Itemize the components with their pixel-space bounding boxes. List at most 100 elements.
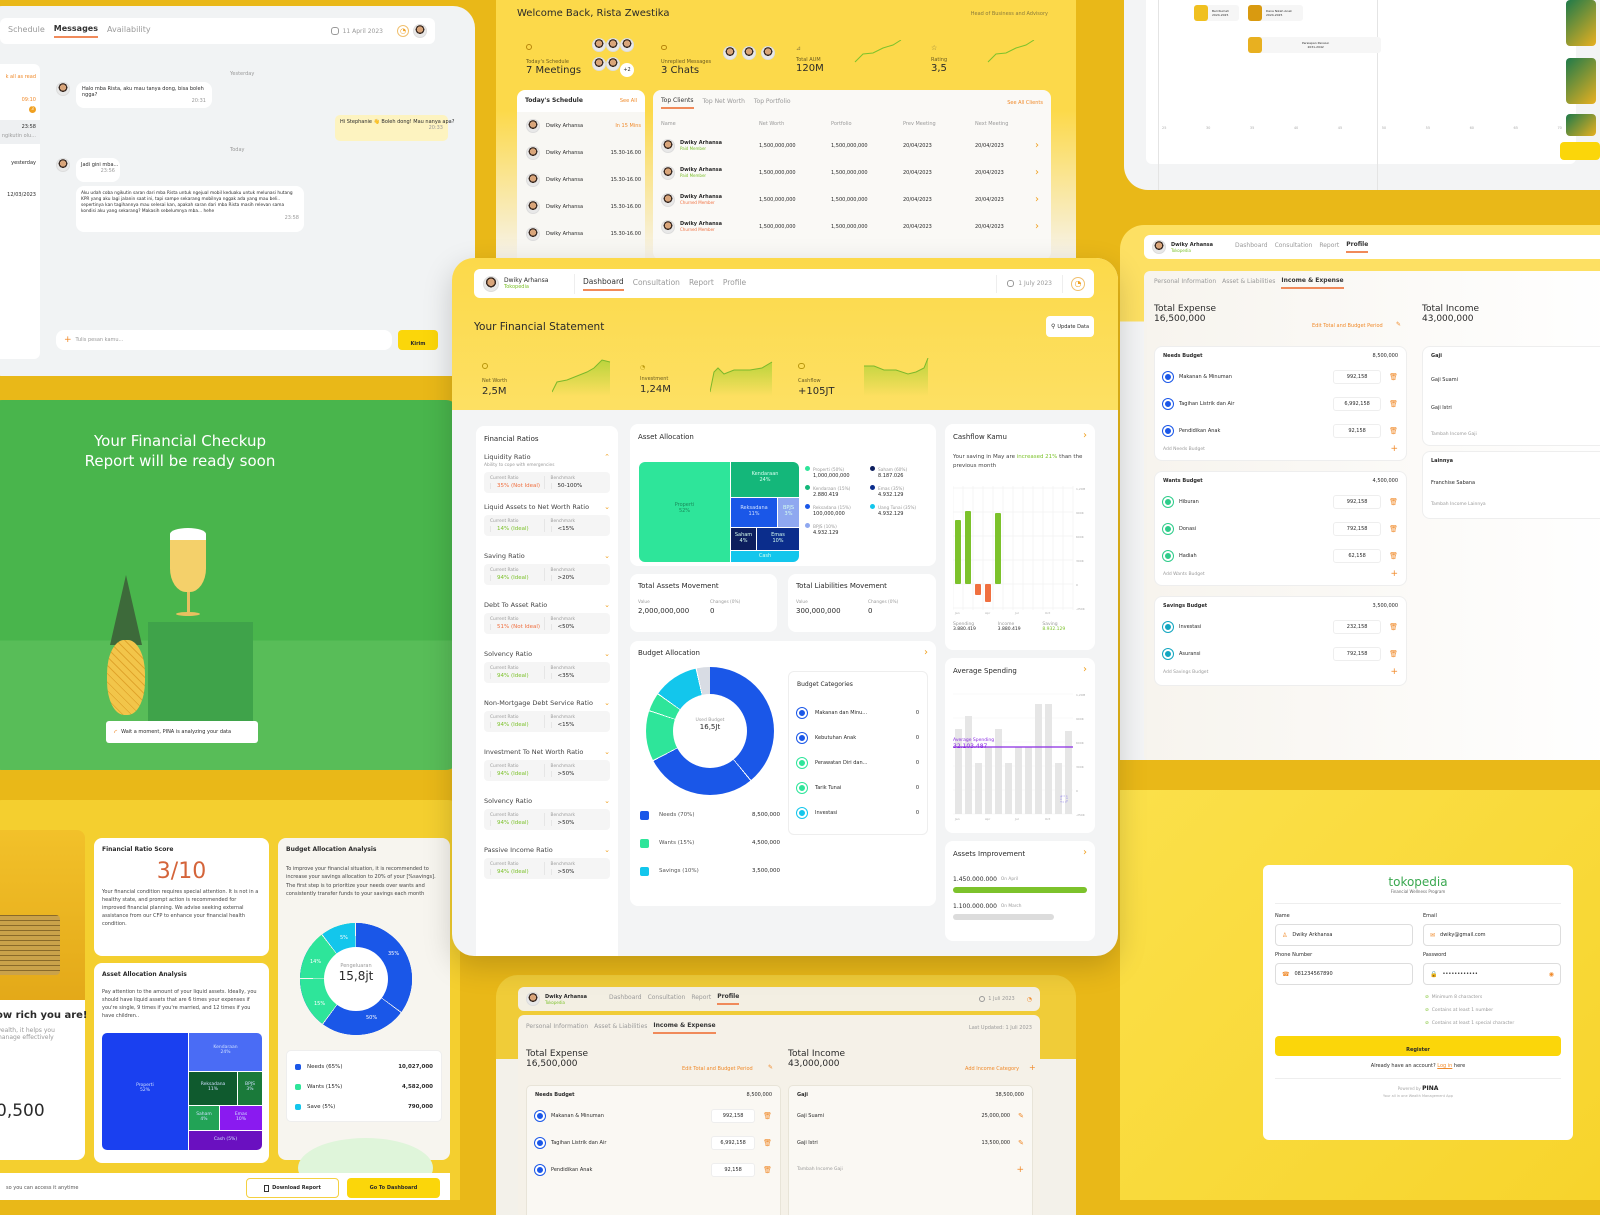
tab-income-expense[interactable]: Income & Expense bbox=[653, 1022, 716, 1034]
edit-budget-link[interactable]: Edit Total and Budget Period bbox=[1312, 323, 1383, 329]
chevron-right-icon[interactable]: › bbox=[924, 647, 928, 658]
nav-dashboard[interactable]: Dashboard bbox=[583, 277, 624, 291]
trash-icon[interactable]: 🗑 bbox=[1389, 622, 1398, 631]
stat-unreplied[interactable]: Unreplied Messages 3 Chats bbox=[661, 35, 711, 76]
edit-pencil-icon[interactable]: ✎ bbox=[1018, 1138, 1024, 1147]
chevron-right-icon[interactable]: › bbox=[1035, 140, 1039, 151]
password-input[interactable]: 🔒 •••••••••••• ◉ bbox=[1423, 963, 1561, 985]
timeline-action-button[interactable] bbox=[1560, 142, 1600, 160]
stat-investment[interactable]: ◔ Investment 1,24M bbox=[640, 364, 671, 395]
edit-pencil-icon[interactable]: ✎ bbox=[1396, 321, 1402, 328]
stat-net-worth[interactable]: Net Worth 2,5M bbox=[482, 354, 507, 397]
category-item[interactable]: Investasi 0 bbox=[797, 800, 919, 825]
tab-top-clients[interactable]: Top Clients bbox=[661, 97, 694, 109]
nav-consultation[interactable]: Consultation bbox=[1274, 242, 1313, 249]
goal-item[interactable]: Dana Nikah Anak 2024-2025 bbox=[1248, 5, 1303, 21]
update-data-button[interactable]: ⚲ Update Data bbox=[1046, 316, 1094, 337]
nav-profile[interactable]: Profile bbox=[1346, 241, 1369, 253]
nav-consultation[interactable]: Consultation bbox=[647, 994, 686, 1001]
add-plus-icon[interactable]: + bbox=[1390, 569, 1398, 579]
trash-icon[interactable]: 🗑 bbox=[1389, 399, 1398, 408]
goal-thumbnail[interactable] bbox=[1566, 114, 1596, 136]
budget-amount-input[interactable]: 6,992,158 bbox=[1333, 396, 1382, 411]
add-savings-budget[interactable]: Add Savings Budget bbox=[1163, 669, 1209, 675]
trash-icon[interactable]: 🗑 bbox=[1389, 497, 1398, 506]
chevron-right-icon[interactable]: › bbox=[1083, 664, 1087, 675]
phone-input[interactable]: ☎ 081234567890 bbox=[1275, 963, 1413, 985]
edit-pencil-icon[interactable]: ✎ bbox=[1018, 1111, 1024, 1120]
trash-icon[interactable]: 🗑 bbox=[763, 1111, 772, 1120]
stat-schedule[interactable]: Today's Schedule 7 Meetings bbox=[526, 35, 581, 76]
category-item[interactable]: Kebutuhan Anak 0 bbox=[797, 725, 919, 750]
eye-icon[interactable]: ◉ bbox=[1548, 970, 1554, 978]
tab-personal-information[interactable]: Personal Information bbox=[1154, 278, 1217, 285]
nav-dashboard[interactable]: Dashboard bbox=[609, 994, 642, 1001]
tab-income-expense[interactable]: Income & Expense bbox=[1281, 277, 1344, 289]
budget-amount-input[interactable]: 62,158 bbox=[1333, 548, 1382, 563]
trash-icon[interactable]: 🗑 bbox=[1389, 524, 1398, 533]
chevron-down-icon[interactable]: ⌄ bbox=[604, 846, 610, 854]
ratio-item[interactable]: Passive Income Ratio ⌄ Current Ratio 94% (… bbox=[484, 846, 610, 879]
table-row[interactable]: Dwiky Arhansa Paid Member 1,500,000,000 1,… bbox=[661, 132, 1046, 159]
tab-messages[interactable]: Messages bbox=[53, 24, 98, 38]
chevron-right-icon[interactable]: › bbox=[1035, 167, 1039, 178]
download-report-button[interactable]: Download Report bbox=[246, 1178, 339, 1198]
schedule-item[interactable]: Dwiky Arhansa 15.30-16.00 bbox=[526, 139, 641, 166]
email-input[interactable]: ✉ dwiky@gmail.com bbox=[1423, 924, 1561, 946]
edit-pencil-icon[interactable]: ✎ bbox=[768, 1064, 774, 1071]
stat-rating[interactable]: ☆ Rating 3,5 bbox=[931, 44, 948, 74]
chevron-up-icon[interactable]: ⌃ bbox=[604, 453, 610, 461]
table-row[interactable]: Dwiky Arhansa Churned Member 1,500,000,00… bbox=[661, 213, 1046, 240]
attach-plus-icon[interactable]: + bbox=[64, 335, 72, 345]
add-plus-icon[interactable]: + bbox=[1016, 1164, 1024, 1175]
trash-icon[interactable]: 🗑 bbox=[1389, 372, 1398, 381]
user-avatar[interactable] bbox=[483, 275, 499, 292]
trash-icon[interactable]: 🗑 bbox=[763, 1138, 772, 1147]
chevron-down-icon[interactable]: ⌄ bbox=[604, 748, 610, 756]
add-wants-budget[interactable]: Add Wants Budget bbox=[1163, 571, 1205, 577]
goal-item[interactable]: Beli Rumah 2024-2025 bbox=[1194, 5, 1239, 21]
budget-amount-input[interactable]: 92,158 bbox=[1333, 423, 1382, 438]
budget-amount-input[interactable]: 6,992,158 bbox=[711, 1135, 756, 1150]
category-item[interactable]: Tarik Tunai 0 bbox=[797, 775, 919, 800]
schedule-item[interactable]: Dwiky Arhansa 15.30-16.00 bbox=[526, 193, 641, 220]
chevron-right-icon[interactable]: › bbox=[1035, 194, 1039, 205]
see-all-clients-link[interactable]: See All Clients bbox=[1007, 100, 1043, 106]
user-avatar[interactable] bbox=[413, 24, 427, 38]
add-plus-icon[interactable]: + bbox=[1390, 444, 1398, 454]
tab-schedule[interactable]: Schedule bbox=[8, 25, 45, 34]
add-income-category-link[interactable]: Add Income Category bbox=[965, 1066, 1020, 1072]
category-item[interactable]: Makanan dan Minu... 0 bbox=[797, 700, 919, 725]
send-button[interactable]: Kirim bbox=[398, 330, 438, 350]
ratio-item[interactable]: Solvency Ratio ⌄ Current Ratio 94% (Ideal)… bbox=[484, 797, 610, 830]
edit-budget-link[interactable]: Edit Total and Budget Period bbox=[682, 1066, 753, 1072]
conversation-time[interactable]: 12/03/2023 bbox=[7, 192, 36, 198]
schedule-item[interactable]: Dwiky Arhansa In 15 Mins bbox=[526, 112, 641, 139]
chevron-down-icon[interactable]: ⌄ bbox=[604, 699, 610, 707]
budget-amount-input[interactable]: 992,158 bbox=[1333, 369, 1382, 384]
trash-icon[interactable]: 🗑 bbox=[763, 1165, 772, 1174]
nav-report[interactable]: Report bbox=[691, 994, 712, 1001]
ratio-item[interactable]: Non-Mortgage Debt Service Ratio ⌄ Current… bbox=[484, 699, 610, 732]
budget-amount-input[interactable]: 992,158 bbox=[1333, 494, 1382, 509]
trash-icon[interactable]: 🗑 bbox=[1389, 426, 1398, 435]
go-to-dashboard-button[interactable]: Go To Dashboard bbox=[347, 1178, 440, 1198]
nav-report[interactable]: Report bbox=[688, 277, 714, 287]
add-income-gaji[interactable]: Tambah Income Gaji bbox=[1431, 432, 1477, 437]
chevron-down-icon[interactable]: ⌄ bbox=[604, 797, 610, 805]
nav-profile[interactable]: Profile bbox=[722, 277, 747, 287]
table-row[interactable]: Dwiky Arhansa Churned Member 1,500,000,00… bbox=[661, 186, 1046, 213]
ratio-item[interactable]: Debt To Asset Ratio ⌄ Current Ratio 51% (N… bbox=[484, 601, 610, 634]
conversation-time[interactable]: 09:10 bbox=[21, 97, 36, 103]
chevron-down-icon[interactable]: ⌄ bbox=[604, 503, 610, 511]
chevron-down-icon[interactable]: ⌄ bbox=[604, 601, 610, 609]
tab-availability[interactable]: Availability bbox=[107, 25, 151, 34]
register-button[interactable]: Register bbox=[1275, 1036, 1561, 1056]
nav-profile[interactable]: Profile bbox=[717, 993, 740, 1005]
tab-top-net-worth[interactable]: Top Net Worth bbox=[702, 98, 745, 105]
add-needs-budget[interactable]: Add Needs Budget bbox=[1163, 446, 1205, 452]
chevron-down-icon[interactable]: ⌄ bbox=[604, 650, 610, 658]
add-income-gaji[interactable]: Tambah Income Gaji bbox=[797, 1167, 843, 1172]
bell-icon[interactable]: ◔ bbox=[397, 25, 409, 37]
budget-amount-input[interactable]: 792,158 bbox=[1333, 521, 1382, 536]
